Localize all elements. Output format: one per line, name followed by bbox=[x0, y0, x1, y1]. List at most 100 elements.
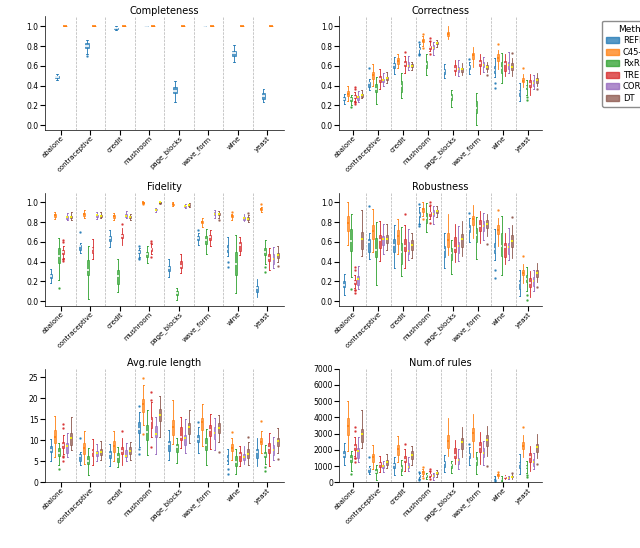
PathPatch shape bbox=[372, 72, 374, 79]
PathPatch shape bbox=[397, 58, 399, 64]
PathPatch shape bbox=[147, 252, 148, 258]
PathPatch shape bbox=[472, 53, 474, 59]
PathPatch shape bbox=[472, 216, 474, 225]
PathPatch shape bbox=[408, 463, 409, 468]
PathPatch shape bbox=[532, 459, 534, 466]
PathPatch shape bbox=[243, 454, 245, 460]
PathPatch shape bbox=[117, 453, 119, 462]
PathPatch shape bbox=[369, 239, 370, 252]
PathPatch shape bbox=[379, 76, 381, 82]
PathPatch shape bbox=[209, 425, 211, 436]
PathPatch shape bbox=[461, 438, 463, 449]
PathPatch shape bbox=[411, 239, 413, 250]
PathPatch shape bbox=[383, 78, 384, 83]
PathPatch shape bbox=[468, 453, 470, 458]
PathPatch shape bbox=[260, 438, 262, 444]
PathPatch shape bbox=[394, 463, 395, 469]
PathPatch shape bbox=[67, 216, 68, 219]
PathPatch shape bbox=[351, 455, 352, 463]
PathPatch shape bbox=[426, 475, 427, 477]
PathPatch shape bbox=[50, 274, 52, 278]
PathPatch shape bbox=[508, 477, 509, 478]
PathPatch shape bbox=[408, 242, 409, 254]
PathPatch shape bbox=[508, 62, 509, 69]
PathPatch shape bbox=[472, 428, 474, 441]
PathPatch shape bbox=[529, 453, 531, 461]
PathPatch shape bbox=[525, 465, 527, 469]
PathPatch shape bbox=[247, 217, 249, 220]
PathPatch shape bbox=[264, 452, 266, 457]
PathPatch shape bbox=[369, 82, 370, 87]
PathPatch shape bbox=[454, 448, 456, 458]
PathPatch shape bbox=[354, 95, 356, 98]
PathPatch shape bbox=[188, 423, 190, 435]
PathPatch shape bbox=[155, 426, 157, 437]
PathPatch shape bbox=[354, 444, 356, 449]
PathPatch shape bbox=[536, 444, 538, 452]
PathPatch shape bbox=[397, 445, 399, 455]
PathPatch shape bbox=[88, 260, 90, 276]
PathPatch shape bbox=[129, 216, 131, 218]
PathPatch shape bbox=[426, 213, 427, 223]
PathPatch shape bbox=[511, 235, 513, 247]
PathPatch shape bbox=[188, 204, 190, 206]
PathPatch shape bbox=[214, 212, 216, 215]
PathPatch shape bbox=[436, 209, 438, 213]
PathPatch shape bbox=[351, 229, 352, 251]
PathPatch shape bbox=[138, 423, 140, 432]
PathPatch shape bbox=[168, 266, 170, 271]
PathPatch shape bbox=[479, 60, 481, 66]
PathPatch shape bbox=[401, 82, 402, 92]
PathPatch shape bbox=[214, 427, 216, 439]
PathPatch shape bbox=[419, 47, 420, 49]
PathPatch shape bbox=[205, 236, 207, 244]
PathPatch shape bbox=[504, 477, 506, 478]
PathPatch shape bbox=[376, 469, 377, 473]
PathPatch shape bbox=[180, 427, 182, 440]
PathPatch shape bbox=[376, 238, 377, 258]
PathPatch shape bbox=[429, 45, 431, 49]
PathPatch shape bbox=[180, 261, 182, 268]
PathPatch shape bbox=[486, 220, 488, 229]
PathPatch shape bbox=[83, 443, 85, 454]
PathPatch shape bbox=[197, 435, 199, 442]
PathPatch shape bbox=[451, 248, 452, 260]
PathPatch shape bbox=[493, 243, 495, 253]
PathPatch shape bbox=[476, 101, 477, 113]
PathPatch shape bbox=[394, 62, 395, 68]
PathPatch shape bbox=[62, 250, 64, 254]
PathPatch shape bbox=[500, 233, 502, 256]
PathPatch shape bbox=[476, 457, 477, 465]
PathPatch shape bbox=[401, 465, 402, 471]
Title: Correctness: Correctness bbox=[412, 5, 470, 16]
PathPatch shape bbox=[70, 215, 72, 218]
PathPatch shape bbox=[184, 435, 186, 445]
PathPatch shape bbox=[468, 65, 470, 69]
PathPatch shape bbox=[125, 214, 127, 217]
PathPatch shape bbox=[155, 209, 157, 210]
PathPatch shape bbox=[411, 452, 413, 459]
PathPatch shape bbox=[173, 87, 177, 93]
PathPatch shape bbox=[268, 254, 270, 261]
PathPatch shape bbox=[125, 450, 127, 457]
PathPatch shape bbox=[479, 220, 481, 231]
PathPatch shape bbox=[508, 243, 509, 254]
PathPatch shape bbox=[479, 442, 481, 452]
PathPatch shape bbox=[529, 278, 531, 287]
PathPatch shape bbox=[444, 246, 445, 258]
PathPatch shape bbox=[525, 276, 527, 282]
PathPatch shape bbox=[58, 448, 60, 456]
PathPatch shape bbox=[361, 94, 362, 96]
PathPatch shape bbox=[351, 97, 352, 101]
PathPatch shape bbox=[436, 42, 438, 44]
PathPatch shape bbox=[379, 462, 381, 467]
PathPatch shape bbox=[379, 236, 381, 248]
PathPatch shape bbox=[235, 456, 237, 466]
PathPatch shape bbox=[100, 215, 102, 216]
PathPatch shape bbox=[262, 93, 266, 99]
PathPatch shape bbox=[386, 235, 388, 243]
PathPatch shape bbox=[433, 45, 434, 49]
PathPatch shape bbox=[218, 213, 220, 215]
PathPatch shape bbox=[354, 279, 356, 284]
PathPatch shape bbox=[404, 456, 406, 463]
